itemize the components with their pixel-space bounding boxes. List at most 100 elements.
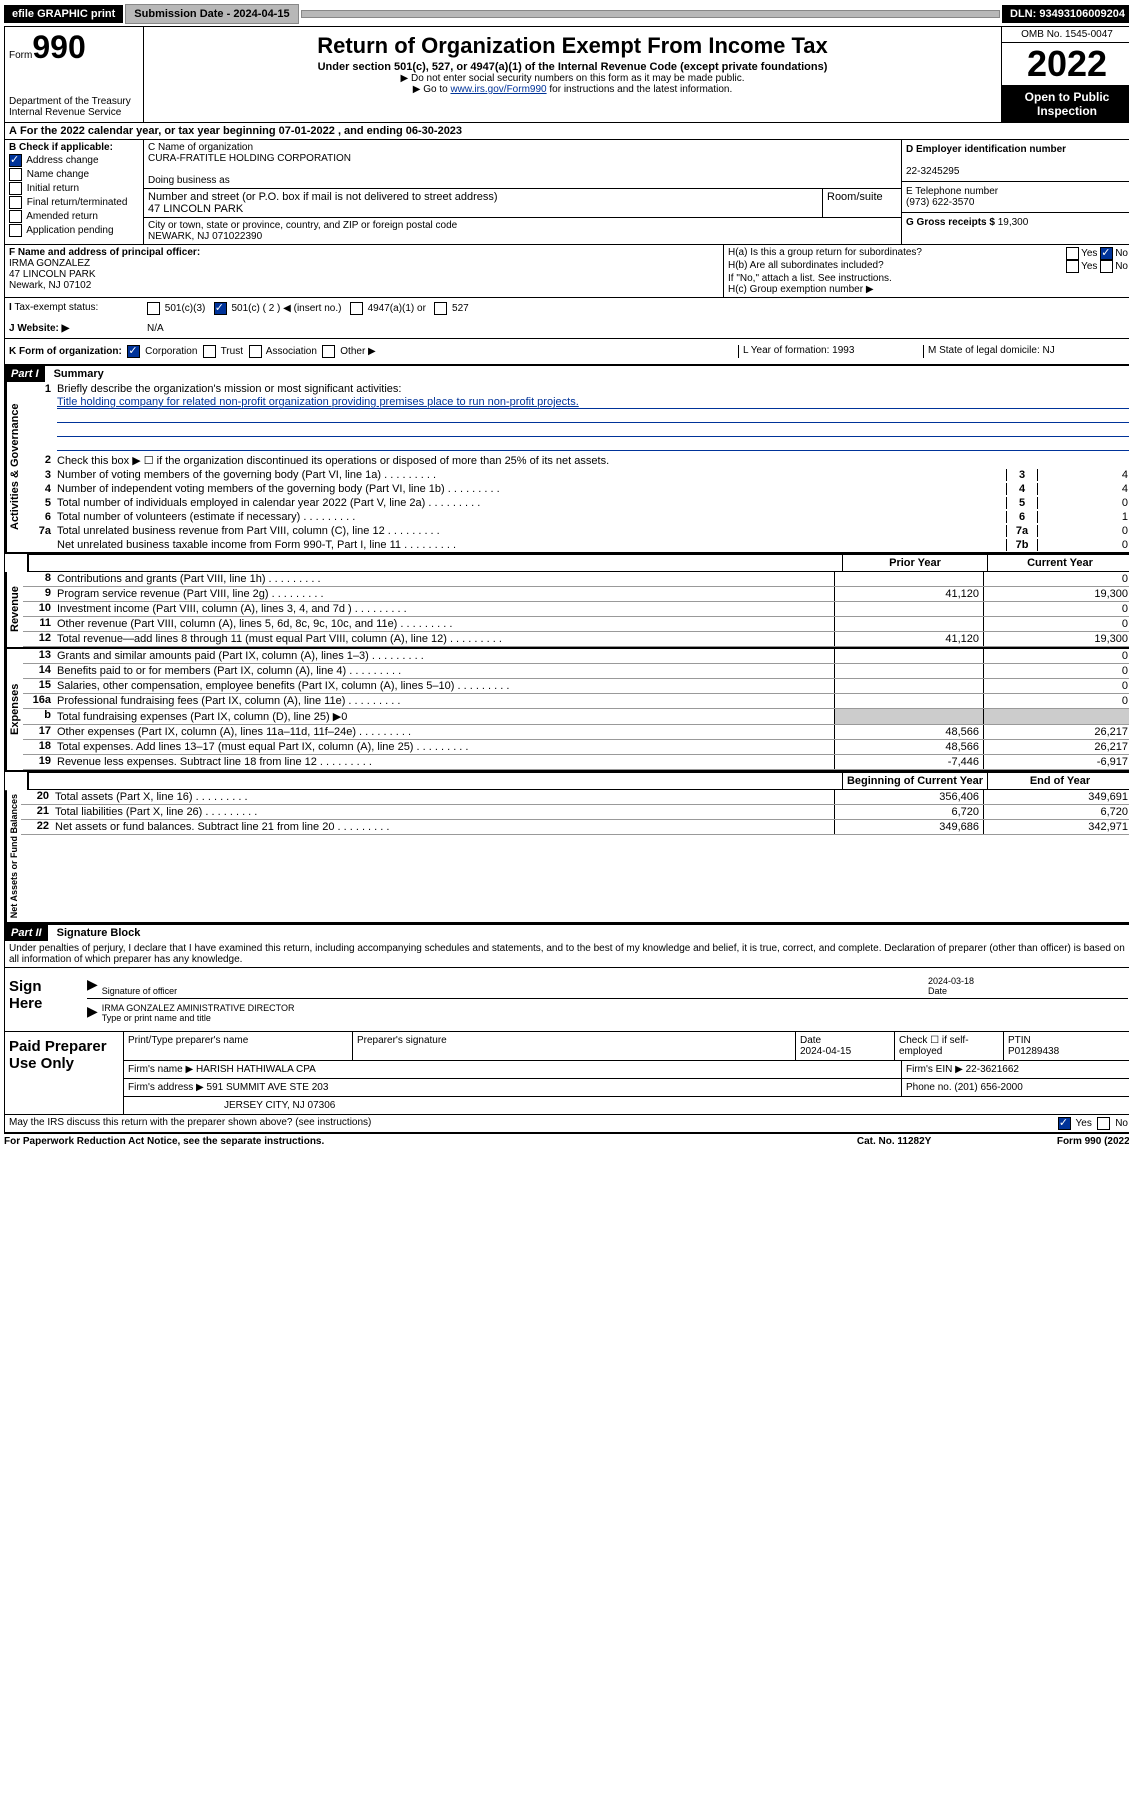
mission-text: Title holding company for related non-pr… — [57, 396, 1129, 409]
opt-4947: 4947(a)(1) or — [368, 303, 426, 314]
part2-title: Signature Block — [51, 925, 147, 941]
declaration-text: Under penalties of perjury, I declare th… — [5, 941, 1129, 967]
part1-title: Summary — [48, 366, 110, 382]
part1-header-row: Part I Summary — [5, 365, 1129, 382]
name-change-checkbox[interactable] — [9, 168, 22, 181]
data-row: 18Total expenses. Add lines 13–17 (must … — [23, 740, 1129, 755]
firm-addr-label: Firm's address ▶ — [128, 1082, 204, 1093]
efile-print-button[interactable]: efile GRAPHIC print — [4, 5, 123, 23]
sig-officer-label: Signature of officer — [102, 986, 928, 996]
assoc-checkbox[interactable] — [249, 345, 262, 358]
data-row: 10Investment income (Part VIII, column (… — [23, 602, 1129, 617]
section-b: B Check if applicable: Address change Na… — [5, 140, 144, 244]
data-row: 9Program service revenue (Part VIII, lin… — [23, 587, 1129, 602]
data-row: 8Contributions and grants (Part VIII, li… — [23, 572, 1129, 587]
opt-corp: Corporation — [145, 346, 197, 357]
hc-label: H(c) Group exemption number ▶ — [728, 284, 1128, 295]
opt-other: Other ▶ — [340, 346, 375, 357]
ssn-note: ▶ Do not enter social security numbers o… — [148, 73, 997, 84]
gross-receipts-label: G Gross receipts $ — [906, 217, 995, 228]
revenue-section: Revenue 8Contributions and grants (Part … — [5, 572, 1129, 649]
governance-line: 4Number of independent voting members of… — [23, 482, 1129, 496]
amended-checkbox[interactable] — [9, 210, 22, 223]
4947-checkbox[interactable] — [350, 302, 363, 315]
corp-checkbox[interactable] — [127, 345, 140, 358]
firm-phone-label: Phone no. — [906, 1082, 952, 1093]
vert-spacer — [5, 554, 29, 572]
data-row: 12Total revenue—add lines 8 through 11 (… — [23, 632, 1129, 647]
paid-preparer-label: Paid Preparer Use Only — [5, 1032, 124, 1114]
address-change-checkbox[interactable] — [9, 154, 22, 167]
data-row: 17Other expenses (Part IX, column (A), l… — [23, 725, 1129, 740]
ha-yes-checkbox[interactable] — [1066, 247, 1079, 260]
initial-return-checkbox[interactable] — [9, 182, 22, 195]
other-checkbox[interactable] — [322, 345, 335, 358]
org-name: CURA-FRATITLE HOLDING CORPORATION — [148, 153, 897, 164]
ptin-value: P01289438 — [1008, 1046, 1059, 1057]
room-suite-label: Room/suite — [823, 189, 901, 217]
discuss-label: May the IRS discuss this return with the… — [9, 1117, 1058, 1130]
col-end: End of Year — [987, 773, 1129, 789]
paperwork-note: For Paperwork Reduction Act Notice, see … — [4, 1136, 857, 1147]
col-prior: Prior Year — [842, 555, 987, 571]
top-bar: efile GRAPHIC print Submission Date - 20… — [4, 4, 1129, 24]
dept-label: Department of the Treasury — [9, 96, 139, 107]
assets-section: Net Assets or Fund Balances 20Total asse… — [5, 790, 1129, 924]
addr-label: Number and street (or P.O. box if mail i… — [148, 191, 818, 203]
submission-date-button[interactable]: Submission Date - 2024-04-15 — [125, 4, 298, 24]
discuss-row: May the IRS discuss this return with the… — [5, 1114, 1129, 1132]
governance-section: Activities & Governance 1 Briefly descri… — [5, 382, 1129, 554]
link-note: ▶ Go to www.irs.gov/Form990 for instruct… — [148, 84, 997, 95]
omb-number: OMB No. 1545-0047 — [1002, 27, 1129, 43]
self-employed-check: Check ☐ if self-employed — [895, 1032, 1004, 1060]
ha-no: No — [1115, 248, 1128, 259]
arrow-icon: ▶ — [87, 976, 98, 996]
application-checkbox[interactable] — [9, 224, 22, 237]
501c-checkbox[interactable] — [214, 302, 227, 315]
section-fh: F Name and address of principal officer:… — [5, 244, 1129, 297]
preparer-sig-label: Preparer's signature — [353, 1032, 796, 1060]
ha-label: H(a) Is this a group return for subordin… — [728, 247, 1066, 260]
assets-header-section: Beginning of Current Year End of Year — [5, 772, 1129, 790]
prior-current-header: Prior Year Current Year — [29, 554, 1129, 572]
hb-no-checkbox[interactable] — [1100, 260, 1113, 273]
governance-line: 6Total number of volunteers (estimate if… — [23, 510, 1129, 524]
opt-amended: Amended return — [26, 211, 98, 222]
irs-link[interactable]: www.irs.gov/Form990 — [450, 84, 546, 95]
data-row: 13Grants and similar amounts paid (Part … — [23, 649, 1129, 664]
trust-checkbox[interactable] — [203, 345, 216, 358]
bottom-note: For Paperwork Reduction Act Notice, see … — [4, 1133, 1129, 1149]
form-ref: Form 990 (2022) — [1057, 1136, 1129, 1147]
hb-yes-checkbox[interactable] — [1066, 260, 1079, 273]
line1-label: Briefly describe the organization's miss… — [57, 383, 401, 395]
section-de: D Employer identification number 22-3245… — [901, 140, 1129, 244]
signature-line — [102, 976, 928, 986]
form-org-label: K Form of organization: — [9, 346, 122, 357]
ha-yes: Yes — [1081, 248, 1097, 259]
ha-no-checkbox[interactable] — [1100, 247, 1113, 260]
data-row: 19Revenue less expenses. Subtract line 1… — [23, 755, 1129, 770]
vert-revenue: Revenue — [5, 572, 23, 647]
tax-status-label: Tax-exempt status: — [14, 302, 98, 313]
discuss-no-checkbox[interactable] — [1097, 1117, 1110, 1130]
discuss-no: No — [1115, 1118, 1128, 1129]
hb-note: If "No," attach a list. See instructions… — [728, 273, 1128, 284]
paid-preparer-section: Paid Preparer Use Only Print/Type prepar… — [5, 1031, 1129, 1114]
hb-no: No — [1115, 261, 1128, 272]
section-c: C Name of organization CURA-FRATITLE HOL… — [144, 140, 901, 244]
527-checkbox[interactable] — [434, 302, 447, 315]
opt-527: 527 — [452, 303, 469, 314]
data-row: 21Total liabilities (Part X, line 26)6,7… — [21, 805, 1129, 820]
firm-name: HARISH HATHIWALA CPA — [196, 1064, 316, 1075]
phone-value: (973) 622-3570 — [906, 197, 974, 208]
discuss-yes-checkbox[interactable] — [1058, 1117, 1071, 1130]
header-right: OMB No. 1545-0047 2022 Open to Public In… — [1001, 27, 1129, 122]
data-row: 15Salaries, other compensation, employee… — [23, 679, 1129, 694]
501c3-checkbox[interactable] — [147, 302, 160, 315]
sign-date: 2024-03-18 — [928, 976, 1128, 986]
officer-addr1: 47 LINCOLN PARK — [9, 269, 96, 280]
opt-application: Application pending — [26, 225, 113, 236]
final-return-checkbox[interactable] — [9, 196, 22, 209]
preparer-name-label: Print/Type preparer's name — [124, 1032, 353, 1060]
data-row: 11Other revenue (Part VIII, column (A), … — [23, 617, 1129, 632]
